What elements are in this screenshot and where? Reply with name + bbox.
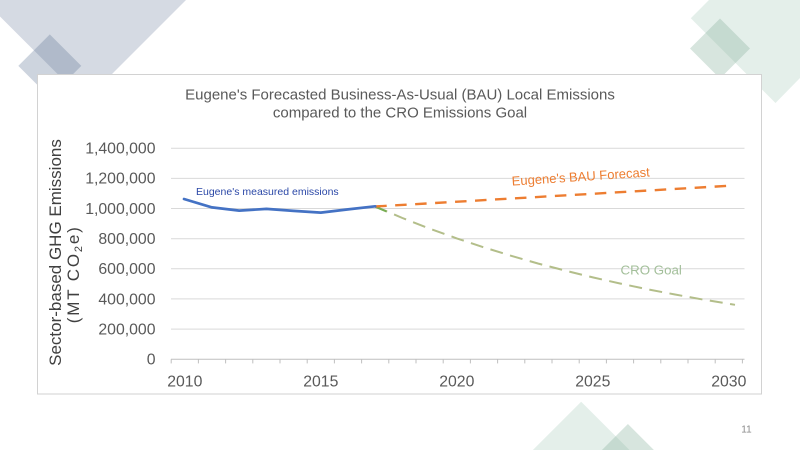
svg-text:Eugene's Forecasted Business-A: Eugene's Forecasted Business-As-Usual (B…: [185, 87, 615, 104]
svg-text:600,000: 600,000: [98, 261, 155, 278]
svg-text:2025: 2025: [575, 374, 610, 391]
svg-text:Sector-based GHG Emissions: Sector-based GHG Emissions: [46, 139, 65, 366]
svg-text:0: 0: [147, 352, 156, 369]
svg-text:compared to the CRO Emissions: compared to the CRO Emissions Goal: [273, 105, 527, 122]
svg-text:1,000,000: 1,000,000: [85, 201, 155, 218]
svg-text:11: 11: [741, 425, 752, 436]
svg-text:2020: 2020: [439, 374, 474, 391]
svg-text:2010: 2010: [167, 374, 202, 391]
svg-text:1,200,000: 1,200,000: [85, 171, 155, 188]
svg-text:2030: 2030: [711, 374, 746, 391]
svg-text:400,000: 400,000: [98, 291, 155, 308]
svg-text:2015: 2015: [303, 374, 338, 391]
svg-text:800,000: 800,000: [98, 231, 155, 248]
svg-text:(MT CO2e): (MT CO2e): [64, 225, 85, 323]
svg-text:Eugene's measured emissions: Eugene's measured emissions: [196, 186, 339, 198]
svg-text:CRO Goal: CRO Goal: [621, 263, 682, 278]
svg-text:200,000: 200,000: [98, 321, 155, 338]
svg-text:1,400,000: 1,400,000: [85, 141, 155, 158]
